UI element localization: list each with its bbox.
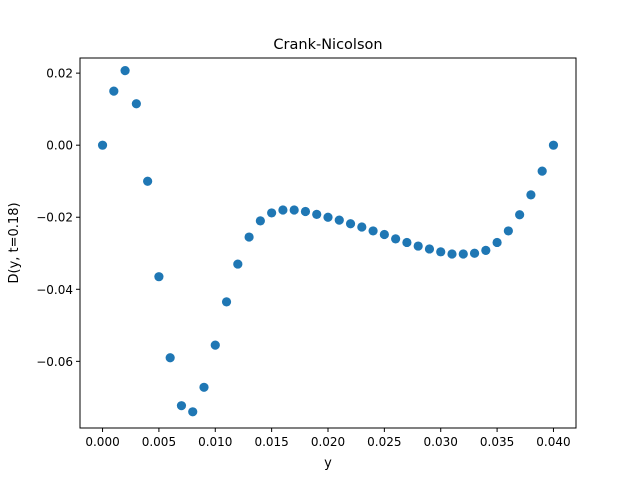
data-point (391, 234, 401, 244)
y-tick-label: −0.04 (36, 283, 73, 297)
data-point (255, 216, 265, 226)
data-point (334, 215, 344, 225)
data-point (548, 140, 559, 150)
x-tick-label: 0.010 (198, 435, 232, 449)
data-point (447, 249, 457, 259)
data-point (492, 237, 502, 248)
data-point (165, 353, 175, 363)
data-point (221, 297, 232, 307)
data-point (244, 232, 254, 242)
plot-frame (79, 57, 577, 429)
data-point (413, 241, 423, 251)
x-tick-label: 0.040 (536, 435, 570, 449)
data-point (176, 401, 187, 411)
y-tick-label: 0.00 (46, 139, 73, 153)
x-axis-ticks: 0.000 0.005 0.010 0.015 0.020 0.025 0.030 0.035… (85, 428, 571, 449)
y-axis-ticks: 0.02 0.00 −0.02 −0.04 −0.06 (36, 67, 80, 369)
data-point (154, 272, 164, 282)
x-tick-label: 0.015 (254, 435, 288, 449)
data-point (278, 205, 288, 215)
data-point (526, 190, 536, 200)
data-point (481, 245, 491, 255)
x-axis-label: y (324, 456, 332, 471)
data-point (458, 249, 468, 259)
data-point (188, 407, 198, 417)
data-point (199, 382, 209, 392)
data-point (537, 166, 547, 176)
data-point (469, 248, 480, 258)
data-point (267, 208, 277, 218)
data-point (357, 222, 367, 232)
x-tick-label: 0.000 (85, 435, 119, 449)
x-tick-label: 0.030 (424, 435, 458, 449)
data-point (345, 219, 356, 229)
data-point (210, 340, 220, 350)
y-tick-label: 0.02 (46, 67, 73, 81)
data-point (289, 205, 299, 215)
y-axis-label: D(y, t=0.18) (7, 202, 22, 283)
data-point (402, 237, 412, 248)
y-tick-label: −0.06 (36, 355, 73, 369)
x-tick-label: 0.020 (311, 435, 345, 449)
data-point (120, 66, 130, 76)
x-tick-label: 0.025 (367, 435, 401, 449)
data-point (368, 226, 378, 236)
data-point (233, 259, 243, 269)
data-point (424, 244, 435, 254)
data-point (97, 140, 108, 150)
data-point (379, 229, 389, 240)
data-point (312, 209, 322, 219)
data-point (131, 99, 141, 109)
x-tick-label: 0.035 (480, 435, 514, 449)
data-point (109, 86, 119, 96)
data-point (503, 226, 513, 236)
x-tick-label: 0.005 (142, 435, 176, 449)
data-point (300, 206, 311, 217)
data-point (143, 176, 153, 186)
chart-title: Crank-Nicolson (273, 37, 382, 53)
scatter-points (97, 66, 559, 417)
y-tick-label: −0.02 (36, 211, 73, 225)
data-point (515, 210, 525, 220)
data-point (436, 247, 446, 257)
data-point (323, 212, 333, 222)
